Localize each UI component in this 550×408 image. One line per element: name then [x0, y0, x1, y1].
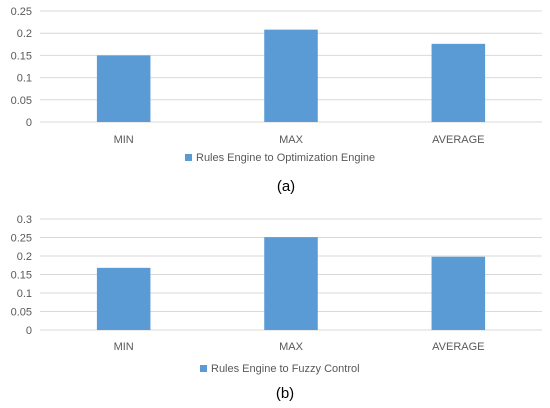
chart-a: 0 0.05 0.1 0.15 0.2 0.25 MIN MAX AVERAGE Rules …: [11, 6, 542, 195]
y-tick-label: 0.2: [17, 28, 32, 40]
y-tick-label: 0.1: [17, 73, 32, 85]
y-tick-label: 0.25: [11, 6, 32, 18]
chart-a-legend-swatch: [185, 154, 192, 161]
y-tick-label: 0.05: [11, 95, 32, 107]
chart-b-legend: Rules Engine to Fuzzy Control: [200, 363, 360, 375]
category-label: MIN: [114, 134, 134, 146]
category-label: AVERAGE: [432, 341, 484, 353]
chart-b-bars: [96, 237, 486, 330]
category-label: MIN: [114, 341, 134, 353]
category-label: AVERAGE: [432, 134, 484, 146]
chart-b-y-ticks: 0 0.05 0.1 0.15 0.2 0.25 0.3: [11, 214, 32, 337]
y-tick-label: 0.15: [11, 270, 32, 282]
bar-min: [96, 267, 151, 330]
y-tick-label: 0.05: [11, 307, 32, 319]
chart-b-caption: (b): [276, 385, 294, 402]
y-tick-label: 0.3: [17, 214, 32, 226]
bar-average: [431, 256, 486, 330]
category-label: MAX: [279, 134, 304, 146]
chart-a-legend-label: Rules Engine to Optimization Engine: [196, 152, 375, 164]
chart-a-y-ticks: 0 0.05 0.1 0.15 0.2 0.25: [11, 6, 32, 129]
y-tick-label: 0: [26, 117, 32, 129]
bar-max: [264, 237, 318, 330]
chart-a-legend: Rules Engine to Optimization Engine: [185, 152, 375, 164]
chart-a-bars: [96, 29, 486, 122]
bar-max: [264, 29, 318, 122]
chart-a-caption: (a): [277, 178, 295, 195]
y-tick-label: 0.1: [17, 288, 32, 300]
chart-b-categories: MIN MAX AVERAGE: [114, 341, 485, 353]
y-tick-label: 0: [26, 325, 32, 337]
chart-b-legend-label: Rules Engine to Fuzzy Control: [211, 363, 360, 375]
y-tick-label: 0.15: [11, 50, 32, 62]
chart-b-legend-swatch: [200, 365, 207, 372]
y-tick-label: 0.2: [17, 251, 32, 263]
chart-a-categories: MIN MAX AVERAGE: [114, 134, 485, 146]
bar-average: [431, 43, 486, 122]
y-tick-label: 0.25: [11, 233, 32, 245]
bar-min: [96, 55, 151, 122]
chart-b: 0 0.05 0.1 0.15 0.2 0.25 0.3 MIN MAX AVERAGE Rul…: [11, 214, 542, 402]
category-label: MAX: [279, 341, 304, 353]
